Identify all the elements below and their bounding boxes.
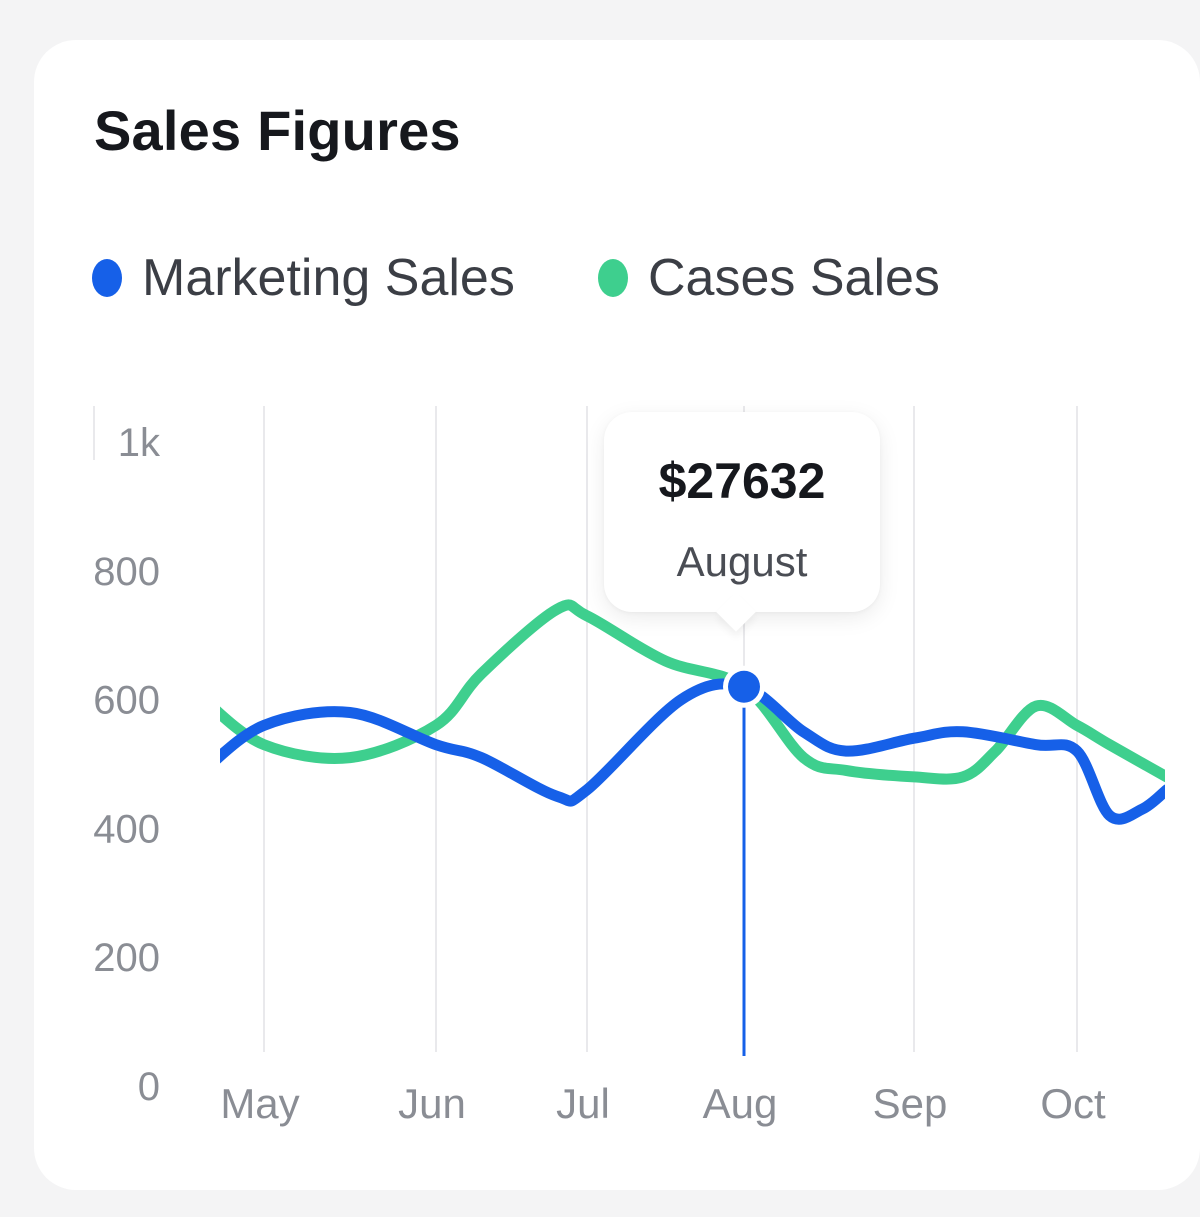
chart-tooltip: $27632 August: [604, 412, 880, 612]
y-tick-label-0: 0: [138, 1065, 160, 1109]
x-tick-label-aug: Aug: [703, 1080, 778, 1127]
x-tick-label-may: May: [220, 1080, 299, 1127]
x-tick-label-oct: Oct: [1040, 1080, 1106, 1127]
y-tick-label-400: 400: [93, 807, 160, 851]
legend-item-marketing-sales[interactable]: Marketing Sales: [92, 248, 528, 308]
x-tick-label-sep: Sep: [873, 1080, 948, 1127]
legend-label-marketing: Marketing Sales: [142, 249, 515, 307]
series-line-marketing-sales: [220, 678, 1165, 825]
legend-dot-cases-icon: [598, 259, 628, 297]
legend-dot-marketing-icon: [92, 259, 122, 297]
sales-figures-card: Sales Figures Marketing Sales Cases Sale…: [34, 40, 1200, 1190]
y-tick-label-600: 600: [93, 679, 160, 723]
tooltip-value: $27632: [658, 453, 826, 509]
card-title: Sales Figures: [94, 99, 461, 162]
x-tick-label-jun: Jun: [398, 1080, 466, 1127]
y-tick-label-200: 200: [93, 936, 160, 980]
highlight-marker-point: [728, 670, 760, 703]
tooltip-label: August: [676, 538, 808, 585]
line-chart: 0 200 400 600 800 1k May Jun Jul Aug Sep Oct: [93, 406, 1165, 1127]
y-tick-label-800: 800: [93, 550, 160, 594]
legend-label-cases: Cases Sales: [648, 249, 940, 307]
legend-item-cases-sales[interactable]: Cases Sales: [598, 248, 943, 308]
x-tick-label-jul: Jul: [556, 1080, 610, 1127]
y-tick-label-1k: 1k: [118, 421, 161, 465]
